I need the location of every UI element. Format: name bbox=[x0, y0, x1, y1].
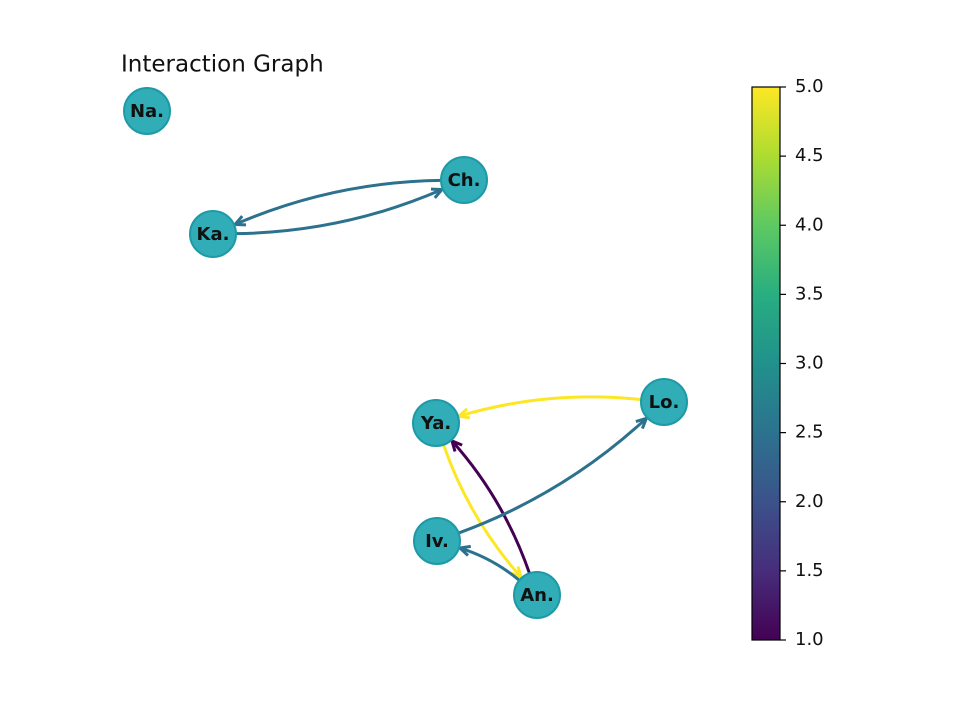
node-label: Iv. bbox=[425, 531, 449, 552]
node-label: An. bbox=[520, 585, 554, 606]
colorbar-tick-label: 4.0 bbox=[795, 214, 824, 235]
colorbar-tick-label: 1.0 bbox=[795, 629, 824, 650]
edge-arrowhead bbox=[231, 215, 247, 227]
edge-arrowhead bbox=[456, 544, 472, 557]
edge bbox=[450, 439, 531, 574]
node bbox=[123, 87, 171, 135]
edge-arrowhead bbox=[635, 415, 649, 430]
edge bbox=[442, 444, 523, 579]
node-label: Ya. bbox=[420, 413, 451, 434]
node bbox=[189, 210, 237, 258]
colorbar-tick-label: 5.0 bbox=[795, 76, 824, 97]
node bbox=[640, 378, 688, 426]
node-label: Ch. bbox=[448, 170, 481, 191]
nodes: Na. Ch. Ka. Lo. Ya. Iv. An. bbox=[123, 87, 688, 619]
colorbar-tick-label: 4.5 bbox=[795, 145, 824, 166]
node bbox=[413, 517, 461, 565]
title: Interaction Graph bbox=[121, 52, 324, 78]
colorbar-gradient bbox=[751, 86, 781, 641]
edges bbox=[231, 178, 649, 582]
node bbox=[440, 156, 488, 204]
colorbar-tick-label: 2.0 bbox=[795, 491, 824, 512]
edge bbox=[234, 178, 442, 226]
node bbox=[513, 571, 561, 619]
node-label: Na. bbox=[130, 101, 164, 122]
node bbox=[412, 399, 460, 447]
node-label: Lo. bbox=[649, 392, 680, 413]
colorbar: 1.0 1.5 2.0 2.5 3.0 3.5 4.0 4.5 5.0 bbox=[751, 76, 824, 650]
edge bbox=[458, 417, 648, 535]
colorbar-tick-label: 3.5 bbox=[795, 283, 824, 304]
edge bbox=[458, 395, 642, 418]
colorbar-tick-label: 2.5 bbox=[795, 422, 824, 443]
edge bbox=[459, 546, 521, 582]
colorbar-tick-label: 1.5 bbox=[795, 560, 824, 581]
node-label: Ka. bbox=[197, 224, 230, 245]
edge-arrowhead bbox=[430, 187, 446, 199]
edge bbox=[235, 188, 443, 236]
colorbar-tick-label: 3.0 bbox=[795, 353, 824, 374]
